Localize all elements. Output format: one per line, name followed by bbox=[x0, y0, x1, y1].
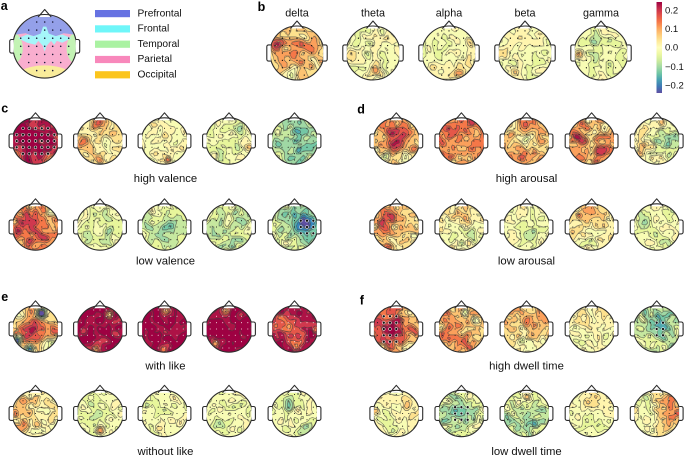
svg-text:with like: with like bbox=[144, 361, 185, 373]
svg-text:theta: theta bbox=[361, 7, 385, 19]
svg-text:low valence: low valence bbox=[136, 256, 195, 268]
svg-text:e: e bbox=[1, 290, 8, 304]
svg-text:Parietal: Parietal bbox=[138, 54, 173, 65]
svg-text:Frontal: Frontal bbox=[138, 24, 170, 35]
svg-text:0.0: 0.0 bbox=[665, 42, 678, 53]
svg-text:−0.2: −0.2 bbox=[665, 81, 684, 92]
svg-text:a: a bbox=[1, 0, 9, 13]
svg-text:gamma: gamma bbox=[583, 7, 619, 19]
svg-text:delta: delta bbox=[285, 7, 308, 19]
svg-text:low arousal: low arousal bbox=[498, 256, 555, 268]
svg-text:b: b bbox=[258, 0, 266, 14]
svg-text:without like: without like bbox=[137, 446, 194, 457]
svg-text:Occipital: Occipital bbox=[138, 70, 177, 81]
svg-text:Prefrontal: Prefrontal bbox=[138, 8, 182, 19]
svg-text:low dwell time: low dwell time bbox=[491, 446, 561, 457]
svg-text:alpha: alpha bbox=[436, 7, 462, 19]
svg-text:beta: beta bbox=[514, 7, 535, 19]
svg-text:f: f bbox=[360, 294, 365, 308]
svg-text:d: d bbox=[357, 103, 365, 117]
svg-text:high arousal: high arousal bbox=[496, 173, 558, 185]
svg-text:0.1: 0.1 bbox=[665, 24, 678, 35]
svg-text:Temporal: Temporal bbox=[138, 39, 180, 50]
svg-text:high dwell time: high dwell time bbox=[489, 361, 564, 373]
svg-text:high valence: high valence bbox=[134, 173, 197, 185]
svg-text:0.2: 0.2 bbox=[665, 5, 678, 16]
svg-text:−0.1: −0.1 bbox=[665, 62, 684, 73]
svg-text:c: c bbox=[1, 101, 8, 115]
